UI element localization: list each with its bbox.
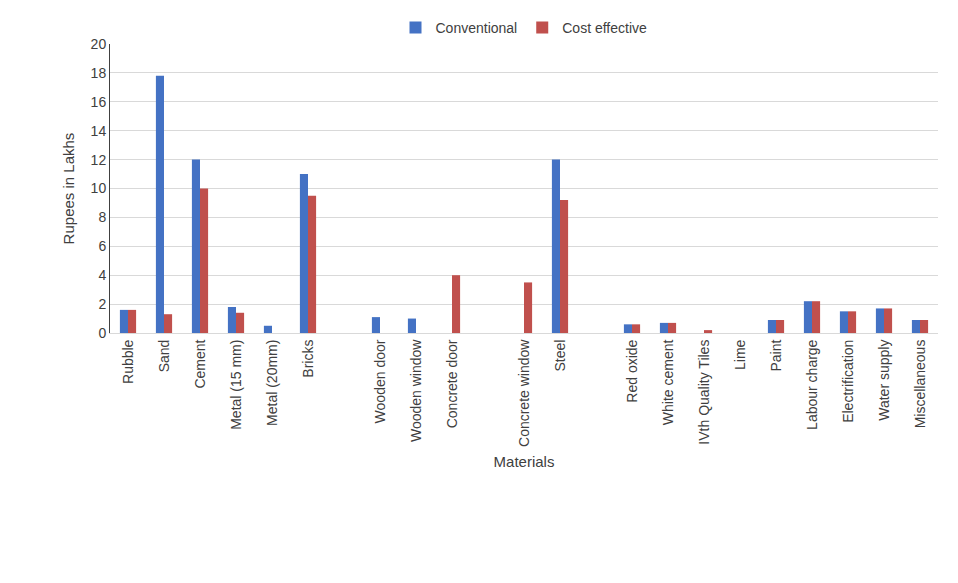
svg-text:Miscellaneous: Miscellaneous: [912, 340, 928, 429]
svg-text:Red oxide: Red oxide: [624, 339, 640, 402]
svg-text:Cement: Cement: [192, 340, 208, 389]
svg-text:Steel: Steel: [552, 340, 568, 372]
svg-text:10: 10: [91, 180, 107, 196]
svg-text:Labour charge: Labour charge: [804, 339, 820, 430]
svg-text:Metal (20mm): Metal (20mm): [264, 340, 280, 426]
svg-text:Rupees in Lakhs: Rupees in Lakhs: [60, 133, 77, 245]
svg-text:Metal (15 mm): Metal (15 mm): [228, 340, 244, 430]
svg-text:Rubble: Rubble: [120, 339, 136, 384]
svg-text:Materials: Materials: [494, 453, 555, 470]
svg-text:16: 16: [91, 94, 107, 110]
svg-text:12: 12: [91, 152, 107, 168]
svg-text:Conventional: Conventional: [436, 20, 518, 36]
svg-text:IVth Quality Tiles: IVth Quality Tiles: [696, 340, 712, 445]
svg-text:Electrification: Electrification: [840, 340, 856, 423]
svg-text:Lime: Lime: [732, 339, 748, 370]
svg-text:Wooden window: Wooden window: [408, 339, 424, 442]
svg-text:Bricks: Bricks: [300, 340, 316, 378]
svg-text:20: 20: [91, 36, 107, 52]
svg-text:Cost effective: Cost effective: [562, 20, 647, 36]
svg-text:Water supply: Water supply: [876, 340, 892, 421]
svg-text:Concrete window: Concrete window: [516, 339, 532, 447]
svg-text:4: 4: [98, 267, 106, 283]
svg-text:Wooden door: Wooden door: [372, 339, 388, 423]
svg-text:8: 8: [98, 209, 106, 225]
svg-text:Concrete door: Concrete door: [444, 339, 460, 428]
svg-text:0: 0: [98, 325, 106, 341]
svg-text:14: 14: [91, 123, 107, 139]
svg-text:18: 18: [91, 65, 107, 81]
svg-text:6: 6: [98, 238, 106, 254]
svg-text:Paint: Paint: [768, 340, 784, 372]
svg-text:White cement: White cement: [660, 339, 676, 425]
svg-text:2: 2: [98, 296, 106, 312]
svg-text:Sand: Sand: [156, 340, 172, 373]
